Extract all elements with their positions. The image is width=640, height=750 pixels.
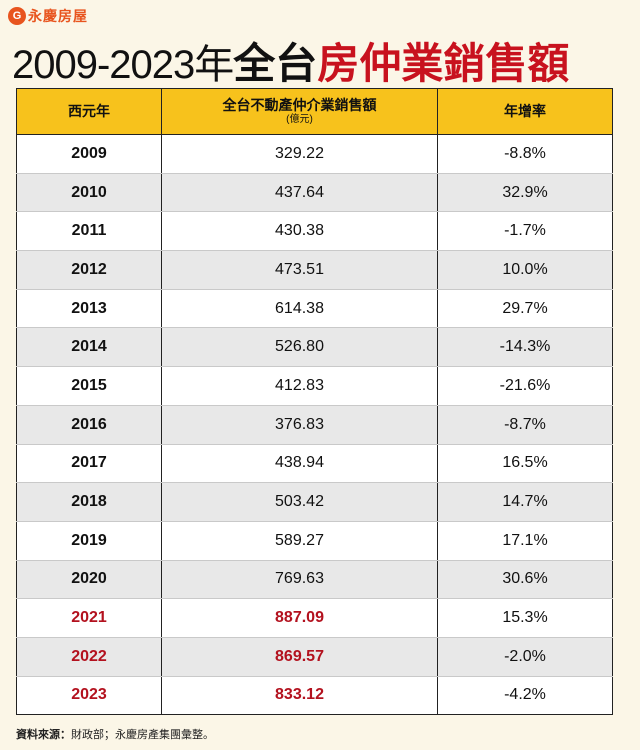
cell-year: 2019 <box>16 521 162 561</box>
page-title: 2009-2023年 全台 房仲業銷售額 <box>12 30 569 87</box>
cell-sales: 887.09 <box>161 598 438 638</box>
title-subject: 房仲業銷售額 <box>317 40 570 87</box>
cell-sales: 526.80 <box>161 327 438 368</box>
table-row: 2017 438.94 16.5% <box>16 444 613 484</box>
cell-year: 2023 <box>16 676 162 716</box>
table-row: 2009 329.22 -8.8% <box>16 134 613 174</box>
cell-sales: 412.83 <box>161 366 438 406</box>
table-row: 2023 833.12 -4.2% <box>16 676 613 716</box>
title-years: 2009-2023年 <box>12 43 234 87</box>
cell-growth: 29.7% <box>437 289 613 329</box>
brand-logo: G 永慶房屋 <box>8 5 88 27</box>
cell-year: 2014 <box>16 327 162 368</box>
cell-sales: 503.42 <box>161 482 438 522</box>
source-label: 資料來源： <box>16 729 71 741</box>
table-row: 2012 473.51 10.0% <box>16 250 613 290</box>
table-row: 2021 887.09 15.3% <box>16 598 613 638</box>
cell-year: 2010 <box>16 173 162 213</box>
cell-sales: 869.57 <box>161 637 438 677</box>
cell-growth: -8.8% <box>437 134 613 174</box>
cell-growth: 15.3% <box>437 598 613 638</box>
cell-year: 2009 <box>16 134 162 174</box>
cell-sales: 438.94 <box>161 444 438 484</box>
cell-growth: -8.7% <box>437 405 613 445</box>
cell-growth: 14.7% <box>437 482 613 522</box>
cell-sales: 833.12 <box>161 676 438 716</box>
cell-year: 2013 <box>16 289 162 329</box>
cell-year: 2012 <box>16 250 162 290</box>
cell-growth: 17.1% <box>437 521 613 561</box>
source-text: 財政部；永慶房產集團彙整。 <box>71 729 214 741</box>
cell-sales: 430.38 <box>161 211 438 252</box>
table-row: 2014 526.80 -14.3% <box>16 327 613 368</box>
cell-growth: 16.5% <box>437 444 613 484</box>
table-header-row: 西元年 全台不動產仲介業銷售額 (億元) 年增率 <box>16 88 613 135</box>
cell-year: 2018 <box>16 482 162 522</box>
header-sales-unit: (億元) <box>286 114 313 125</box>
cell-sales: 437.64 <box>161 173 438 213</box>
brand-name: 永慶房屋 <box>28 8 88 24</box>
cell-year: 2017 <box>16 444 162 484</box>
cell-growth: 10.0% <box>437 250 613 290</box>
table-row: 2010 437.64 32.9% <box>16 173 613 213</box>
header-year-label: 西元年 <box>68 103 110 119</box>
table-row: 2016 376.83 -8.7% <box>16 405 613 445</box>
header-growth-label: 年增率 <box>504 103 546 119</box>
sales-table: 西元年 全台不動產仲介業銷售額 (億元) 年增率 2009 329.22 -8.8%… <box>16 88 613 716</box>
cell-sales: 614.38 <box>161 289 438 329</box>
table-row: 2011 430.38 -1.7% <box>16 211 613 252</box>
source-note: 資料來源：財政部；永慶房產集團彙整。 <box>16 726 214 742</box>
cell-year: 2011 <box>16 211 162 252</box>
cell-growth: -2.0% <box>437 637 613 677</box>
table-row: 2015 412.83 -21.6% <box>16 366 613 406</box>
sales-table-container: 西元年 全台不動產仲介業銷售額 (億元) 年增率 2009 329.22 -8.8%… <box>16 88 613 716</box>
header-sales: 全台不動產仲介業銷售額 (億元) <box>161 88 438 135</box>
table-body: 2009 329.22 -8.8% 2010 437.64 32.9% 2011 430.38… <box>16 134 613 716</box>
cell-sales: 329.22 <box>161 134 438 174</box>
brand-logo-icon: G <box>8 7 26 25</box>
cell-sales: 376.83 <box>161 405 438 445</box>
table-row: 2020 769.63 30.6% <box>16 560 613 600</box>
header-year: 西元年 <box>16 88 162 135</box>
table-row: 2022 869.57 -2.0% <box>16 637 613 677</box>
cell-sales: 769.63 <box>161 560 438 600</box>
title-region: 全台 <box>233 40 318 87</box>
cell-year: 2022 <box>16 637 162 677</box>
cell-year: 2021 <box>16 598 162 638</box>
table-row: 2018 503.42 14.7% <box>16 482 613 522</box>
cell-sales: 473.51 <box>161 250 438 290</box>
table-row: 2019 589.27 17.1% <box>16 521 613 561</box>
cell-year: 2016 <box>16 405 162 445</box>
cell-sales: 589.27 <box>161 521 438 561</box>
cell-year: 2020 <box>16 560 162 600</box>
cell-growth: 30.6% <box>437 560 613 600</box>
table-row: 2013 614.38 29.7% <box>16 289 613 329</box>
header-sales-label: 全台不動產仲介業銷售額 <box>222 97 377 113</box>
cell-year: 2015 <box>16 366 162 406</box>
cell-growth: -4.2% <box>437 676 613 716</box>
cell-growth: 32.9% <box>437 173 613 213</box>
cell-growth: -21.6% <box>437 366 613 406</box>
header-growth: 年增率 <box>437 88 613 135</box>
cell-growth: -14.3% <box>437 327 613 368</box>
cell-growth: -1.7% <box>437 211 613 252</box>
